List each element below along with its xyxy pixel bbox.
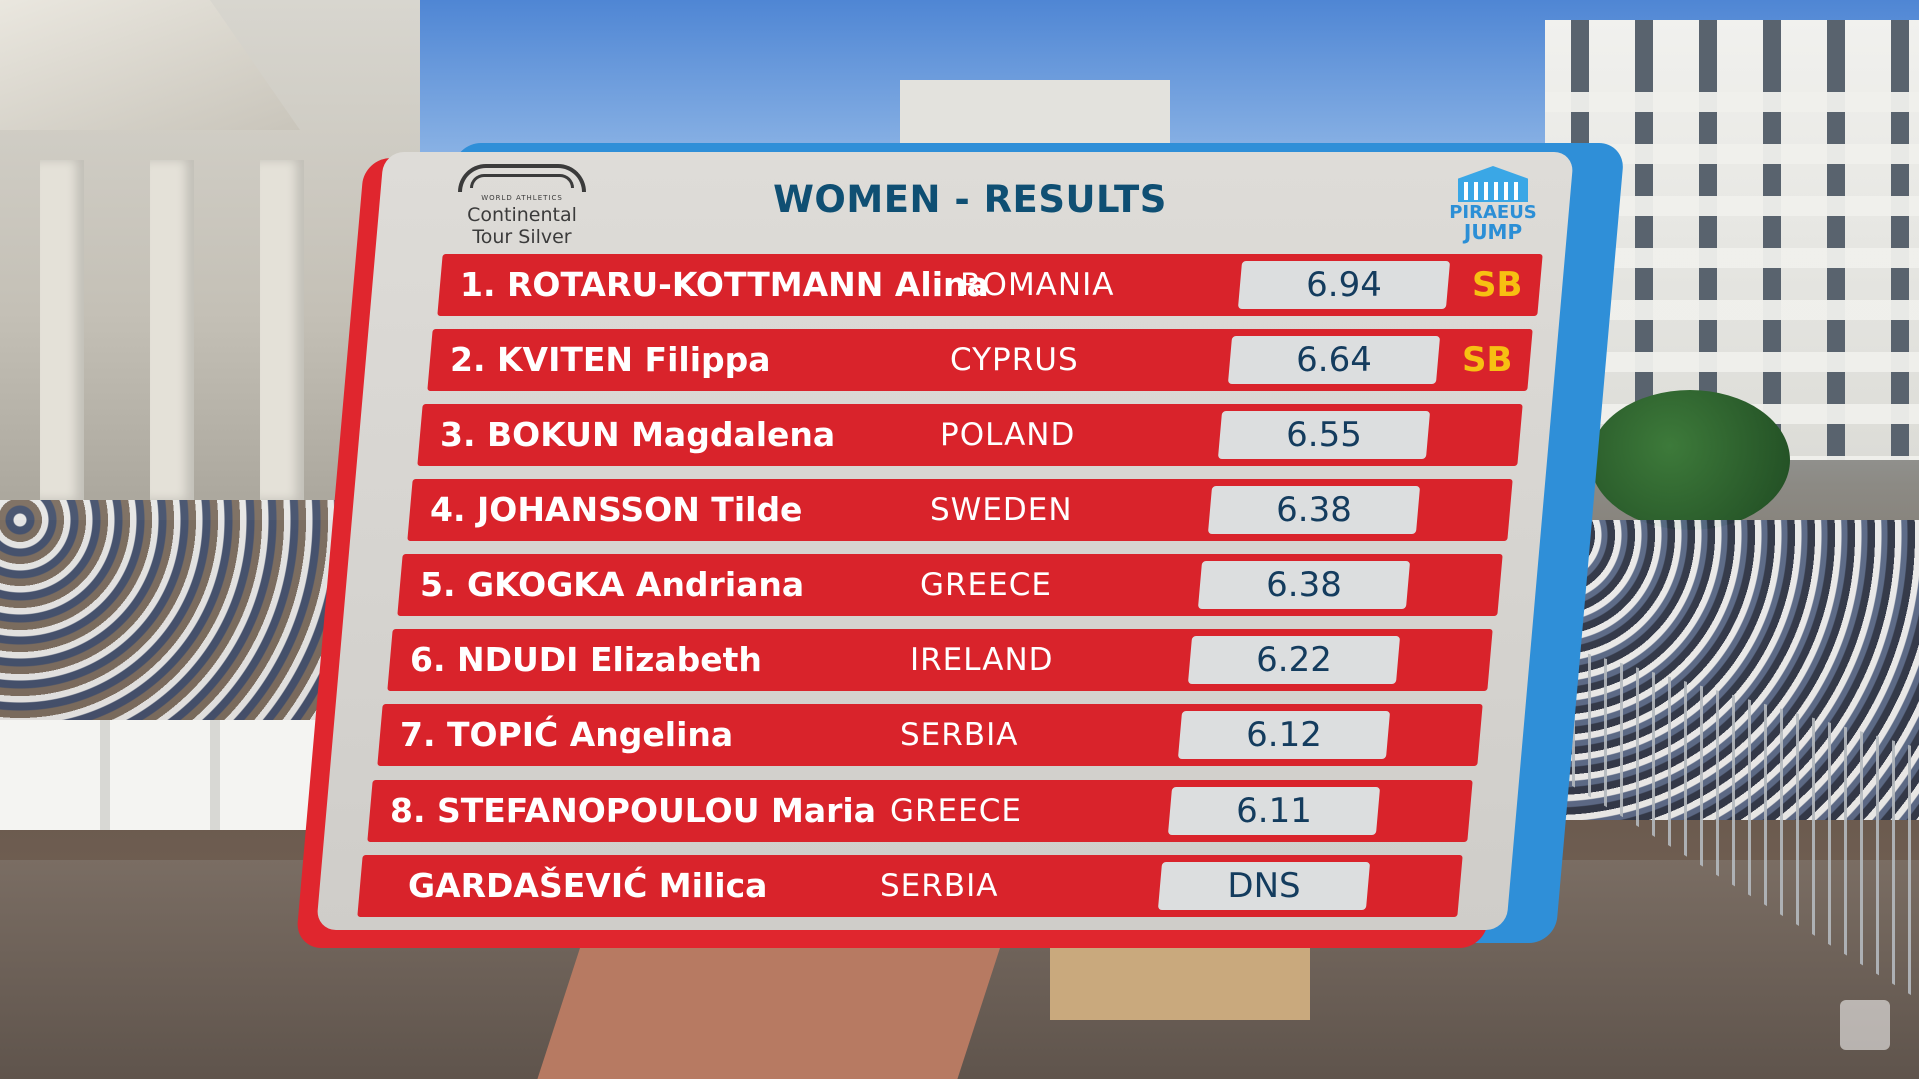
- athlete-name: 5. GKOGKA Andriana: [420, 565, 805, 604]
- athlete-country: SERBIA: [900, 717, 1019, 753]
- neoclassical-building: [0, 0, 420, 520]
- piraeus-jump-logo: PIRAEUS JUMP: [1448, 166, 1538, 246]
- athlete-country: ROMANIA: [960, 267, 1115, 303]
- temple-columns-icon: [1464, 182, 1522, 200]
- athlete-mark: 6.94: [1306, 265, 1382, 305]
- tour-logo-small-text: WORLD ATHLETICS: [481, 194, 563, 202]
- athlete-name: 3. BOKUN Magdalena: [440, 415, 836, 454]
- building-pediment: [0, 0, 300, 130]
- athlete-name: 7. TOPIĆ Angelina: [400, 715, 734, 754]
- result-row: GARDAŠEVIĆ Milica SERBIA DNS: [357, 855, 1463, 917]
- event-logo-line2: JUMP: [1463, 220, 1523, 244]
- result-row: 8. STEFANOPOULOU Maria GREECE 6.11: [367, 780, 1473, 842]
- board-title: WOMEN - RESULTS: [773, 178, 1167, 221]
- result-row: 4. JOHANSSON Tilde SWEDEN 6.38: [407, 479, 1513, 541]
- athlete-name: 4. JOHANSSON Tilde: [430, 490, 803, 529]
- athlete-country: IRELAND: [910, 642, 1054, 678]
- tour-logo-line2: Tour Silver: [472, 226, 572, 248]
- result-row: 7. TOPIĆ Angelina SERBIA 6.12: [377, 704, 1483, 766]
- athlete-name: 6. NDUDI Elizabeth: [410, 640, 762, 679]
- athlete-country: GREECE: [890, 793, 1022, 829]
- athlete-name: 1. ROTARU-KOTTMANN Alina: [460, 265, 989, 304]
- athlete-country: CYPRUS: [950, 342, 1079, 378]
- tour-logo-line1: Continental: [467, 204, 577, 226]
- tree: [1590, 390, 1790, 530]
- white-sofas: [0, 720, 330, 830]
- athlete-mark: 6.55: [1286, 415, 1362, 455]
- athlete-mark: 6.22: [1256, 640, 1332, 680]
- season-best-tag: SB: [1462, 340, 1513, 380]
- continental-tour-logo: WORLD ATHLETICS Continental Tour Silver: [452, 164, 592, 250]
- result-row: 2. KVITEN Filippa CYPRUS 6.64 SB: [427, 329, 1533, 391]
- sandpit: [1050, 940, 1310, 1020]
- athlete-mark: DNS: [1227, 866, 1301, 906]
- athlete-name: GARDAŠEVIĆ Milica: [408, 866, 768, 905]
- season-best-tag: SB: [1472, 265, 1523, 305]
- building-column: [260, 160, 304, 500]
- athlete-mark: 6.38: [1276, 490, 1352, 530]
- runway: [537, 940, 1003, 1079]
- building-column: [40, 160, 84, 500]
- athlete-country: SERBIA: [880, 868, 999, 904]
- result-row: 6. NDUDI Elizabeth IRELAND 6.22: [387, 629, 1493, 691]
- result-row: 3. BOKUN Magdalena POLAND 6.55: [417, 404, 1523, 466]
- result-row: 1. ROTARU-KOTTMANN Alina ROMANIA 6.94 SB: [437, 254, 1543, 316]
- athlete-name: 8. STEFANOPOULOU Maria: [390, 791, 876, 830]
- broadcaster-logo-icon: [1840, 1000, 1890, 1050]
- athlete-mark: 6.12: [1246, 715, 1322, 755]
- athlete-country: GREECE: [920, 567, 1052, 603]
- building-column: [150, 160, 194, 500]
- athlete-mark: 6.64: [1296, 340, 1372, 380]
- athlete-mark: 6.38: [1266, 565, 1342, 605]
- athlete-country: POLAND: [940, 417, 1076, 453]
- tour-arc-inner-icon: [470, 174, 574, 188]
- event-logo-line1: PIRAEUS: [1449, 202, 1537, 223]
- athlete-name: 2. KVITEN Filippa: [450, 340, 771, 379]
- athlete-mark: 6.11: [1236, 791, 1312, 831]
- result-row: 5. GKOGKA Andriana GREECE 6.38: [397, 554, 1503, 616]
- athlete-country: SWEDEN: [930, 492, 1073, 528]
